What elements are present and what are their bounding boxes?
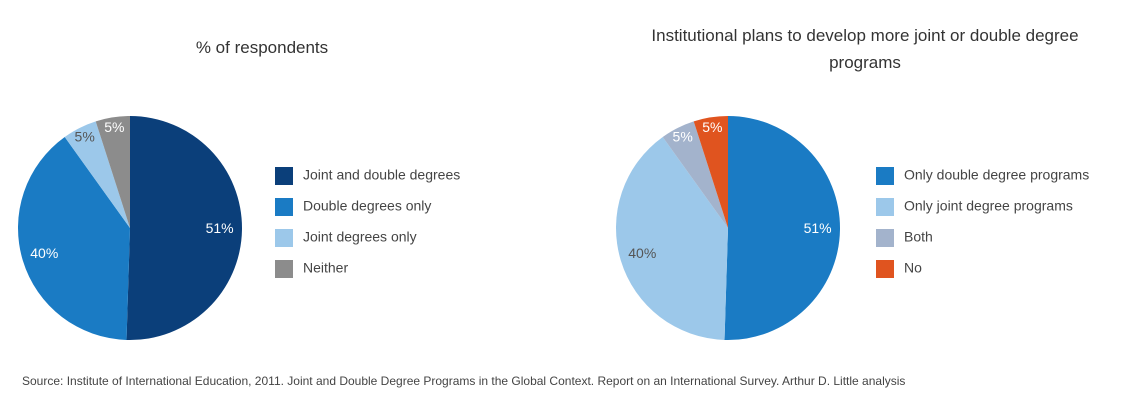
pie-slice — [615, 136, 728, 340]
value-label: 40% — [30, 245, 58, 261]
value-label: 51% — [804, 220, 832, 236]
chart-title: Institutional plans to develop more join… — [651, 26, 1079, 72]
chart-title: % of respondents — [195, 38, 329, 57]
value-label: 5% — [702, 119, 722, 135]
legend-label: Only joint degree programs — [904, 198, 1073, 214]
legend-swatch — [876, 229, 894, 247]
pie-slice — [693, 116, 728, 228]
legend-swatch — [876, 260, 894, 278]
value-label: 5% — [104, 119, 124, 135]
legend-label: Joint degrees only — [303, 229, 417, 245]
legend-swatch — [876, 167, 894, 185]
legend-label: Both — [904, 229, 933, 245]
source-note: Source: Institute of International Educa… — [22, 374, 906, 388]
legend-label: Double degrees only — [303, 198, 431, 214]
legend-swatch — [275, 198, 293, 216]
pie-slice — [64, 121, 130, 228]
legend-label: No — [904, 260, 922, 276]
legend-label: Joint and double degrees — [303, 167, 460, 183]
pie-slice — [126, 116, 242, 340]
pie-slice — [95, 116, 130, 228]
value-label: 5% — [75, 129, 95, 145]
legend-swatch — [876, 198, 894, 216]
legend-swatch — [275, 167, 293, 185]
pie-slice — [662, 121, 728, 228]
legend-swatch — [275, 229, 293, 247]
pie-slice — [17, 136, 130, 340]
value-label: 51% — [206, 220, 234, 236]
legend-label: Neither — [303, 260, 348, 276]
legend-label: Only double degree programs — [904, 167, 1089, 183]
value-label: 5% — [673, 129, 693, 145]
pie-slice — [724, 116, 840, 340]
value-label: 40% — [628, 245, 656, 261]
legend-swatch — [275, 260, 293, 278]
